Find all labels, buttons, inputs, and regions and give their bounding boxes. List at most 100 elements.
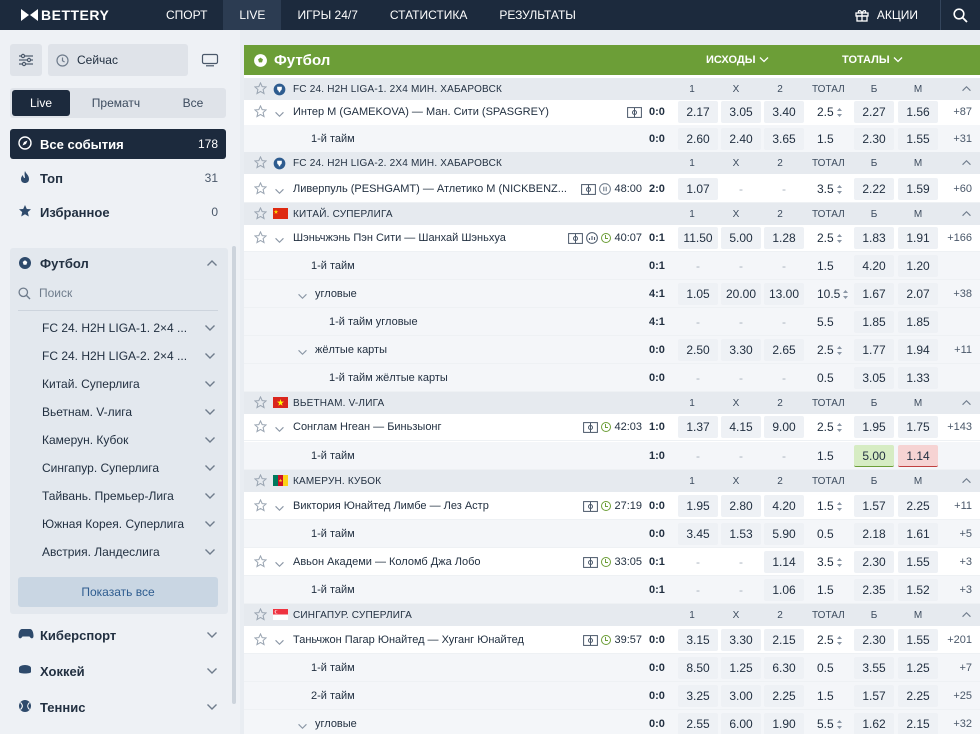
market-row[interactable]: 1-й тайм 0:0 2.60 2.40 3.65 1.5 2.30 1.55 +31 xyxy=(244,125,980,153)
market-row[interactable]: 1-й тайм 0:0 8.50 1.25 6.30 0.5 3.55 1.25 +7 xyxy=(244,654,980,682)
show-all-button[interactable]: Показать все xyxy=(18,577,218,607)
odds-button[interactable]: 8.50 xyxy=(678,657,718,679)
over-odds-button[interactable]: 1.95 xyxy=(854,416,894,438)
more-markets-link[interactable]: +87 xyxy=(953,106,972,118)
odds-button[interactable]: 2.60 xyxy=(678,128,718,150)
match-row[interactable]: Ливерпуль (PESHGAMT) — Атлетико М (NICKB… xyxy=(244,175,980,203)
odds-button[interactable]: 3.00 xyxy=(721,685,761,707)
under-odds-button[interactable]: 1.14 xyxy=(898,445,938,467)
league-search-input[interactable]: Поиск xyxy=(18,282,218,304)
odds-button[interactable]: 3.40 xyxy=(764,101,804,123)
match-row[interactable]: Авьон Академи — Коломб Джа Лобо 33:05 0:1 -… xyxy=(244,548,980,576)
sidebar-league-item[interactable]: Камерун. Кубок xyxy=(18,426,220,454)
chevron-down-icon[interactable] xyxy=(274,503,285,515)
odds-button[interactable]: 13.00 xyxy=(764,283,804,305)
under-odds-button[interactable]: 1.55 xyxy=(898,551,938,573)
market-row[interactable]: 2-й тайм 0:0 3.25 3.00 2.25 1.5 1.57 2.25 +25 xyxy=(244,682,980,710)
field-icon[interactable] xyxy=(568,232,584,244)
over-odds-button[interactable]: 2.22 xyxy=(854,178,894,200)
star-icon[interactable] xyxy=(253,632,268,649)
nav-live[interactable]: LIVE xyxy=(223,0,282,30)
odds-button[interactable]: 3.15 xyxy=(678,629,718,651)
under-odds-button[interactable]: 1.33 xyxy=(898,367,938,389)
chevron-down-icon[interactable] xyxy=(274,424,285,436)
odds-button[interactable]: 3.30 xyxy=(721,629,761,651)
odds-button[interactable]: 4.20 xyxy=(764,495,804,517)
over-odds-button[interactable]: 1.62 xyxy=(854,713,894,734)
odds-button[interactable]: 1.06 xyxy=(764,579,804,601)
star-icon[interactable] xyxy=(253,230,268,247)
odds-button[interactable]: 3.30 xyxy=(721,339,761,361)
odds-button[interactable]: 1.25 xyxy=(721,657,761,679)
odds-button[interactable]: 2.17 xyxy=(678,101,718,123)
star-icon[interactable] xyxy=(253,104,268,121)
odds-button[interactable]: 3.65 xyxy=(764,128,804,150)
odds-button[interactable]: 2.40 xyxy=(721,128,761,150)
under-odds-button[interactable]: 1.91 xyxy=(898,227,938,249)
more-markets-link[interactable]: +5 xyxy=(959,528,972,540)
odds-button[interactable]: 20.00 xyxy=(721,283,761,305)
total-switch-icon[interactable] xyxy=(836,635,843,646)
odds-button[interactable]: 1.14 xyxy=(764,551,804,573)
total-switch-icon[interactable] xyxy=(836,107,843,118)
star-icon[interactable] xyxy=(253,155,268,172)
sidebar-league-item[interactable]: FC 24. H2H LIGA-2. 2×4 ... xyxy=(18,342,220,370)
more-markets-link[interactable]: +3 xyxy=(959,584,972,596)
star-icon[interactable] xyxy=(253,206,268,223)
sidebar-league-item[interactable]: Австрия. Ландеслига xyxy=(18,538,220,566)
star-icon[interactable] xyxy=(253,554,268,571)
total-switch-icon[interactable] xyxy=(836,719,843,730)
field-icon[interactable] xyxy=(627,106,642,118)
market-row[interactable]: 1-й тайм угловые 4:1 - - - 5.5 1.85 1.85 xyxy=(244,308,980,336)
menu-favorites[interactable]: Избранное 0 xyxy=(10,197,226,227)
match-row[interactable]: Интер М (GAMEKOVA) — Ман. Сити (SPASGREY… xyxy=(244,98,980,126)
odds-button[interactable]: 1.37 xyxy=(678,416,718,438)
sidebar-league-item[interactable]: Сингапур. Суперлига xyxy=(18,454,220,482)
odds-button[interactable]: 2.50 xyxy=(678,339,718,361)
market-row[interactable]: 1-й тайм 0:0 3.45 1.53 5.90 0.5 2.18 1.61 +5 xyxy=(244,520,980,548)
chevron-down-icon[interactable] xyxy=(297,347,308,359)
under-odds-button[interactable]: 1.75 xyxy=(898,416,938,438)
market-row[interactable]: 1-й тайм 1:0 - - - 1.5 5.00 1.14 xyxy=(244,442,980,470)
odds-button[interactable]: 1.95 xyxy=(678,495,718,517)
market-row[interactable]: угловые 0:0 2.55 6.00 1.90 5.5 1.62 2.15 +32 xyxy=(244,710,980,734)
field-icon[interactable] xyxy=(581,183,597,195)
total-switch-icon[interactable] xyxy=(836,557,843,568)
over-odds-button[interactable]: 1.85 xyxy=(854,311,894,333)
market-row[interactable]: 1-й тайм жёлтые карты 0:0 - - - 0.5 3.05 1.33 xyxy=(244,364,980,392)
over-odds-button[interactable]: 1.83 xyxy=(854,227,894,249)
more-markets-link[interactable]: +38 xyxy=(953,288,972,300)
odds-button[interactable]: 6.30 xyxy=(764,657,804,679)
under-odds-button[interactable]: 1.85 xyxy=(898,311,938,333)
market-row[interactable]: 1-й тайм 0:1 - - - 1.5 4.20 1.20 xyxy=(244,252,980,280)
collapse-league-icon[interactable] xyxy=(961,398,972,409)
under-odds-button[interactable]: 2.25 xyxy=(898,495,938,517)
over-odds-button[interactable]: 2.27 xyxy=(854,101,894,123)
nav-games[interactable]: ИГРЫ 24/7 xyxy=(297,8,358,22)
match-row[interactable]: Сонглам Нгеан — Биньзыонг 42:03 1:0 1.37 4.1… xyxy=(244,413,980,441)
over-odds-button[interactable]: 1.77 xyxy=(854,339,894,361)
over-odds-button[interactable]: 2.35 xyxy=(854,579,894,601)
star-icon[interactable] xyxy=(253,395,268,412)
total-switch-icon[interactable] xyxy=(836,345,843,356)
over-odds-button[interactable]: 2.30 xyxy=(854,551,894,573)
under-odds-button[interactable]: 1.25 xyxy=(898,657,938,679)
field-icon[interactable] xyxy=(583,634,599,646)
collapse-league-icon[interactable] xyxy=(961,158,972,169)
brand-logo[interactable]: BETTERY xyxy=(0,0,150,30)
odds-button[interactable]: 2.15 xyxy=(764,629,804,651)
sidebar-league-item[interactable]: Южная Корея. Суперлига xyxy=(18,510,220,538)
total-switch-icon[interactable] xyxy=(842,289,849,300)
odds-button[interactable]: 2.80 xyxy=(721,495,761,517)
under-odds-button[interactable]: 1.55 xyxy=(898,629,938,651)
menu-all-events[interactable]: Все события 178 xyxy=(10,129,226,159)
sport-hockey[interactable]: Хоккей xyxy=(10,656,226,686)
odds-button[interactable]: 11.50 xyxy=(678,227,718,249)
field-icon[interactable] xyxy=(583,500,599,512)
odds-button[interactable]: 1.05 xyxy=(678,283,718,305)
under-odds-button[interactable]: 1.61 xyxy=(898,523,938,545)
star-icon[interactable] xyxy=(253,498,268,515)
more-markets-link[interactable]: +60 xyxy=(953,183,972,195)
sport-tennis[interactable]: Теннис xyxy=(10,692,226,722)
match-row[interactable]: Виктория Юнайтед Лимбе — Лез Астр 27:19 0:… xyxy=(244,492,980,520)
